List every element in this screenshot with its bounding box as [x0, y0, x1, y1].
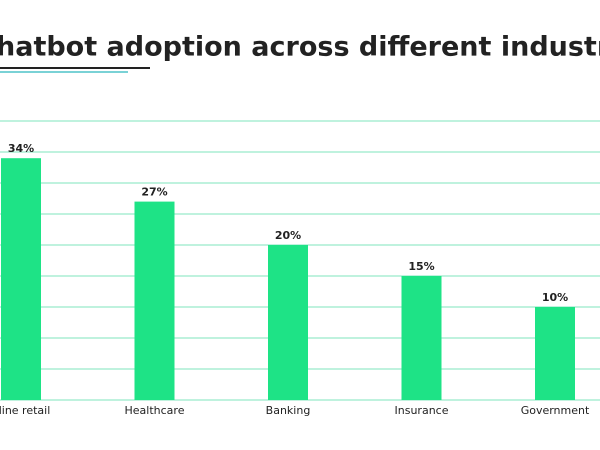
bar — [134, 201, 175, 400]
x-tick-label: Government — [521, 404, 590, 417]
x-tick-label: Banking — [266, 404, 311, 417]
value-label: 34% — [8, 142, 34, 155]
x-tick-label: nline retail — [0, 404, 50, 417]
bar — [401, 276, 442, 400]
value-label: 20% — [275, 229, 301, 242]
value-label: 15% — [408, 260, 434, 273]
chart-title: hatbot adoption across different industr… — [0, 32, 600, 63]
value-label: 10% — [542, 291, 568, 304]
bar — [535, 307, 575, 400]
bar — [1, 158, 41, 400]
x-tick-label: Insurance — [395, 404, 449, 417]
x-tick-label: Healthcare — [125, 404, 185, 417]
value-label: 27% — [141, 186, 167, 199]
bar — [268, 245, 308, 400]
